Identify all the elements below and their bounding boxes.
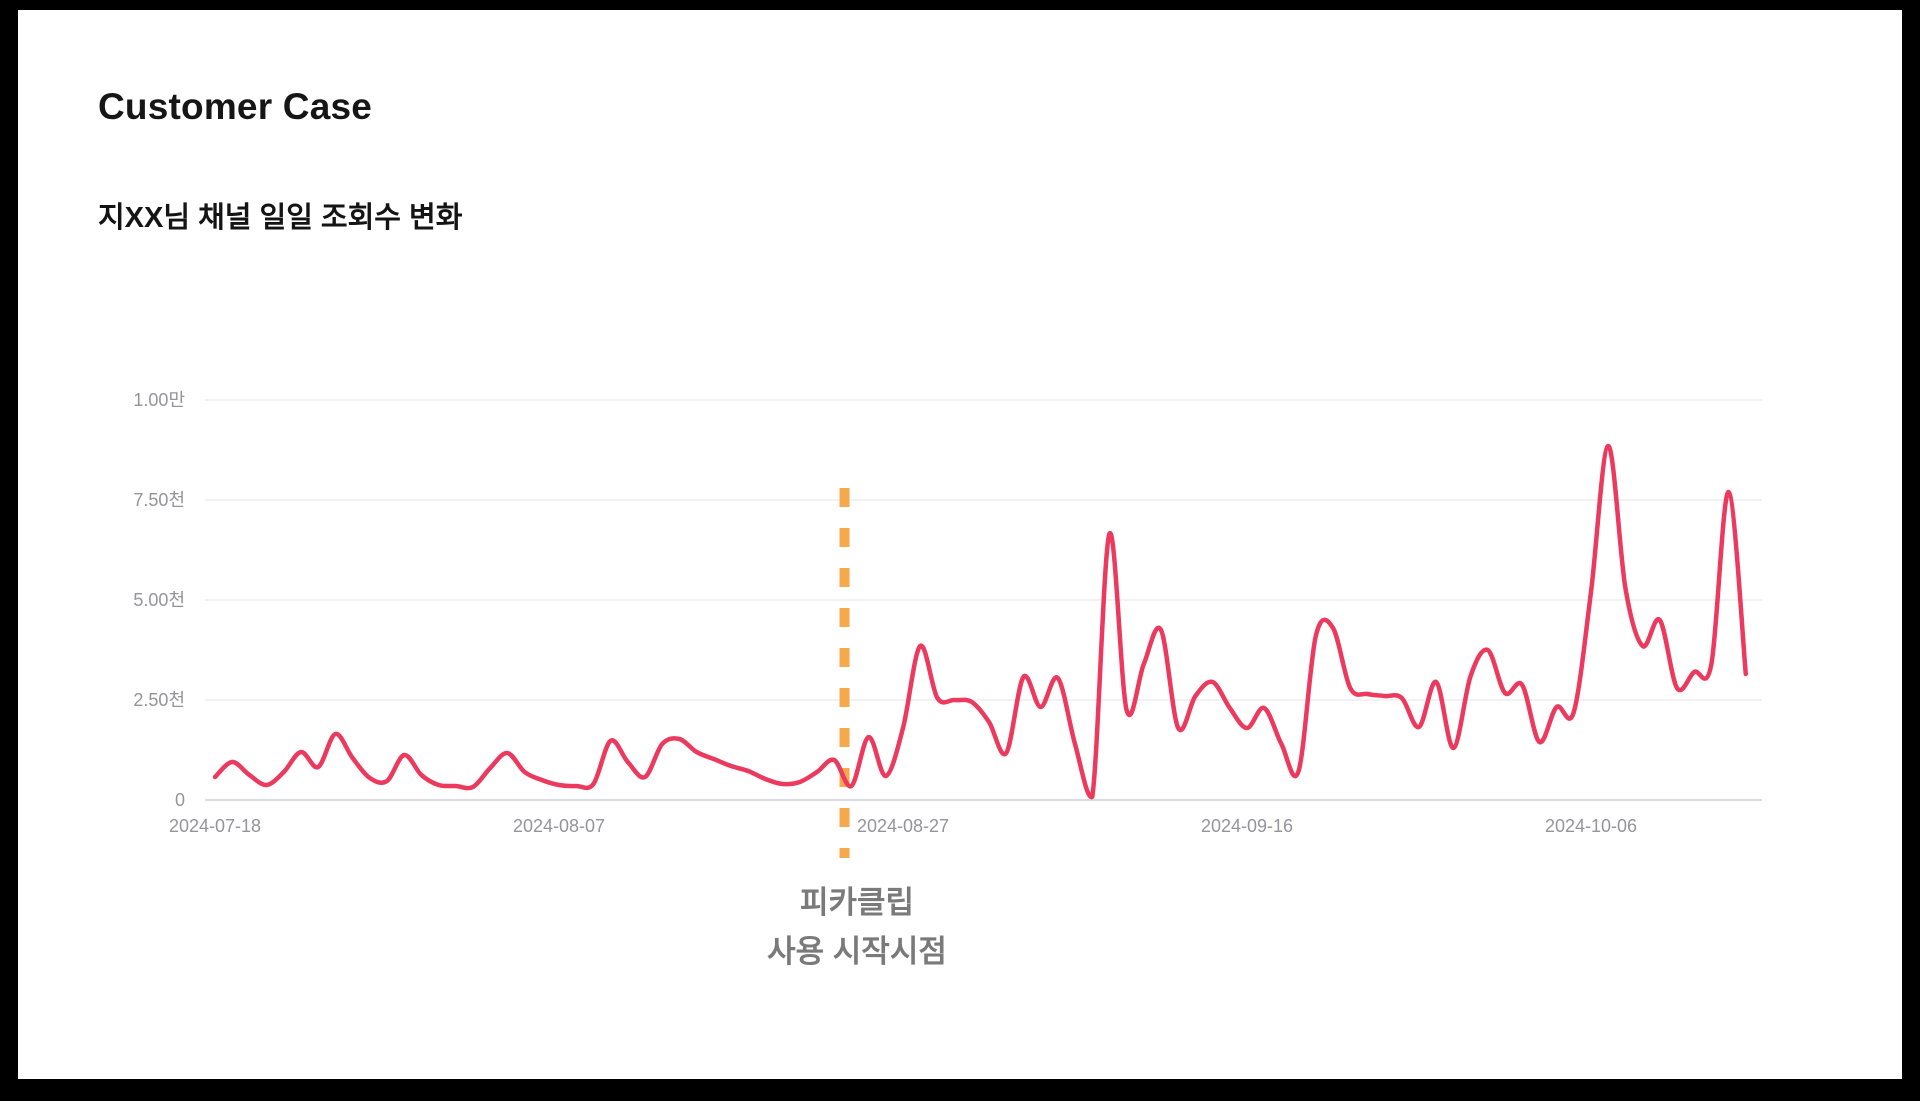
- daily-views-line-chart: 0 2.50천 5.00천 7.50천 1.00만 2024-07-18 2024-08-0…: [133, 390, 1762, 858]
- x-axis-tick-label: 2024-10-06: [1545, 816, 1637, 836]
- annotation-label: 피카클립 사용 시작시점: [767, 878, 947, 976]
- x-axis-tick-label: 2024-08-27: [857, 816, 949, 836]
- y-axis-tick-label: 7.50천: [133, 490, 185, 510]
- views-line-series: [212, 443, 1749, 800]
- annotation-line2: 사용 시작시점: [767, 934, 947, 969]
- x-axis-tick-label: 2024-07-18: [169, 816, 261, 836]
- y-axis-tick-label: 2.50천: [133, 690, 185, 710]
- y-axis-tick-label: 5.00천: [133, 590, 185, 610]
- y-axis-tick-label: 1.00만: [133, 390, 185, 410]
- chart-subtitle: 지XX님 채널 일일 조회수 변화: [98, 202, 463, 234]
- x-axis-tick-label: 2024-08-07: [513, 816, 605, 836]
- slide-canvas: Customer Case 지XX님 채널 일일 조회수 변화 0 2.50천 5.…: [18, 10, 1902, 1079]
- x-axis-tick-label: 2024-09-16: [1201, 816, 1293, 836]
- page-title: Customer Case: [98, 86, 373, 127]
- annotation-line1: 피카클립: [799, 885, 915, 920]
- y-axis-tick-label: 0: [175, 790, 185, 810]
